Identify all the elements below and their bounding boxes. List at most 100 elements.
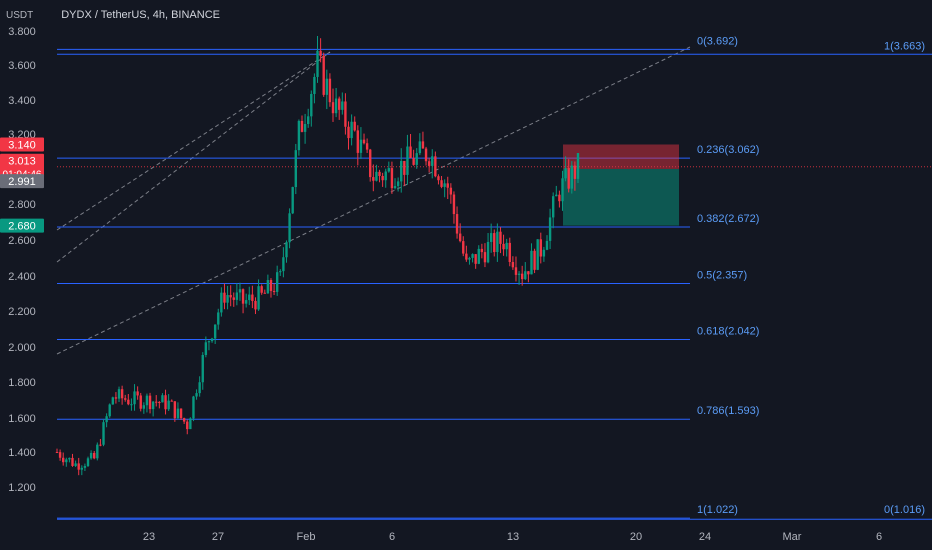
- candle-body: [291, 187, 294, 214]
- candle-body: [437, 176, 440, 181]
- candle-body: [564, 168, 567, 179]
- candle-body: [186, 421, 189, 430]
- candle-body: [133, 391, 136, 405]
- candle-body: [182, 418, 186, 422]
- candle-body: [452, 194, 456, 215]
- candle-body: [80, 467, 84, 470]
- candle-body: [505, 242, 508, 250]
- y-tick-label: 2.400: [8, 271, 36, 283]
- candle-body: [207, 341, 211, 343]
- short-position-tool[interactable]: [57, 144, 932, 226]
- candle-body: [362, 139, 366, 144]
- candle-body: [499, 231, 502, 244]
- candle-body: [462, 241, 465, 254]
- candle-body: [226, 294, 229, 303]
- y-tick-label: 1.400: [8, 447, 36, 459]
- stop-zone: [563, 144, 679, 169]
- x-tick-label: 6: [389, 531, 395, 543]
- entry-price-tag-label: 2.991: [8, 176, 36, 188]
- candle-body: [338, 98, 341, 110]
- candle-body: [300, 120, 304, 132]
- candle-body: [334, 98, 338, 114]
- candle-body: [251, 294, 254, 301]
- fib-level-label: 0.786(1.593): [697, 405, 759, 417]
- candle-body: [548, 217, 552, 241]
- candle-body: [431, 156, 434, 166]
- candle-body: [108, 404, 111, 417]
- candle-body: [576, 153, 580, 179]
- candle-body: [229, 294, 232, 298]
- candle-body: [102, 422, 105, 445]
- candle-body: [483, 252, 487, 263]
- candle-body: [114, 397, 118, 399]
- candle-body: [306, 116, 310, 125]
- candle-body: [127, 399, 130, 405]
- candle-body: [465, 253, 468, 260]
- candle-body: [471, 254, 474, 258]
- fib-level-label: 0.236(3.062): [697, 144, 759, 156]
- candle-body: [55, 452, 59, 453]
- candle-body: [511, 262, 515, 268]
- candle-body: [393, 186, 397, 189]
- y-tick-label: 2.000: [8, 342, 36, 354]
- x-tick-label: 24: [699, 531, 711, 543]
- candle-body: [384, 171, 387, 181]
- fib-level-label: 0(3.692): [697, 35, 738, 47]
- candle-body: [217, 312, 220, 325]
- candle-body: [545, 240, 549, 250]
- candle-body: [319, 50, 322, 56]
- candle-body: [570, 165, 573, 189]
- target-zone: [563, 169, 679, 226]
- candle-body: [514, 267, 518, 275]
- candle-body: [527, 271, 530, 275]
- candle-body: [387, 168, 391, 172]
- candle-body: [533, 250, 536, 270]
- y-tick-label: 2.800: [8, 199, 36, 211]
- y-tick-label: 3.400: [8, 95, 36, 107]
- candle-body: [248, 294, 251, 301]
- stop-price-tag-label: 3.140: [8, 140, 36, 152]
- candle-body: [201, 355, 204, 383]
- candle-body: [130, 404, 133, 406]
- candle-body: [65, 459, 68, 463]
- candle-body: [502, 243, 505, 250]
- candle-body: [381, 175, 384, 181]
- candle-body: [167, 400, 170, 410]
- candle-body: [86, 458, 90, 467]
- y-tick-label: 1.600: [8, 413, 36, 425]
- candlestick-series: [55, 35, 580, 476]
- candle-body: [455, 214, 459, 234]
- candle-body: [210, 338, 214, 342]
- candle-body: [313, 76, 316, 94]
- candle-body: [77, 463, 80, 470]
- y-axis[interactable]: 3.8003.6003.4003.2003.0002.8002.6002.400…: [8, 26, 36, 494]
- candle-body: [322, 55, 325, 95]
- target-price-tag: [0, 218, 44, 233]
- candle-body: [493, 233, 496, 253]
- candle-body: [480, 248, 484, 253]
- candle-body: [415, 153, 418, 165]
- candle-body: [83, 466, 87, 468]
- candle-body: [62, 457, 65, 463]
- candle-body: [192, 396, 195, 419]
- fib-retracement[interactable]: 0(3.692) 0.236(3.062) 0.382(2.672) 0.5(2.35…: [57, 35, 932, 520]
- x-tick-label: 27: [212, 531, 224, 543]
- x-axis[interactable]: 23 27 Feb 6 13 20 24 Mar 6: [143, 531, 882, 543]
- stop-price-tag: [0, 137, 44, 152]
- candle-body: [238, 289, 242, 293]
- candle-body: [170, 400, 173, 402]
- target-price-tag-label: 2.680: [8, 221, 36, 233]
- candle-body: [111, 397, 115, 405]
- candle-body: [350, 121, 353, 139]
- candle-body: [517, 273, 521, 275]
- candle-body: [89, 452, 93, 459]
- fib-ext-label: 0(1.016): [884, 504, 925, 516]
- candle-body: [195, 393, 198, 397]
- candle-body: [542, 249, 546, 257]
- candle-body: [124, 398, 127, 400]
- candle-body: [567, 168, 570, 189]
- symbol-title[interactable]: DYDX / TetherUS, 4h, BINANCE: [61, 9, 220, 21]
- candle-body: [446, 183, 449, 188]
- candle-body: [220, 292, 223, 313]
